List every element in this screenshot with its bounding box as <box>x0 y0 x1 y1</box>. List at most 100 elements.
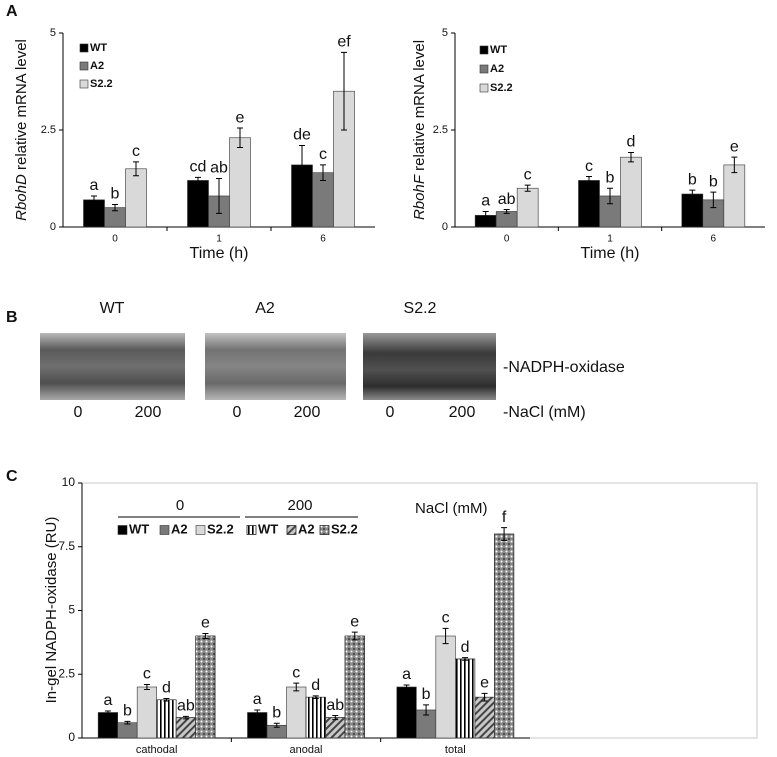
significance-letter: cd <box>190 159 207 176</box>
x-axis-label: Time (h) <box>581 245 640 262</box>
legend-label: WT <box>490 44 507 56</box>
significance-letter: ab <box>177 698 195 715</box>
bar-pattern <box>344 635 365 739</box>
bar <box>125 168 147 228</box>
bar-pattern <box>325 717 346 739</box>
error-bar <box>524 184 531 192</box>
error-bar <box>503 209 510 214</box>
error-bar <box>133 161 139 177</box>
significance-letter: b <box>688 171 697 188</box>
significance-letter: e <box>201 615 210 632</box>
blot-lane-image <box>363 333 496 400</box>
y-tick-label: 10 <box>62 475 76 489</box>
significance-letter: e <box>350 613 359 630</box>
y-tick-label: 5 <box>442 27 448 39</box>
error-bar <box>143 683 150 691</box>
significance-letter: c <box>585 158 593 175</box>
significance-letter: ef <box>337 34 351 51</box>
bar-pattern <box>175 717 196 739</box>
x-tick-label: anodal <box>289 744 322 756</box>
y-tick-label: 5 <box>50 27 56 39</box>
error-bar <box>182 715 189 720</box>
bar <box>97 712 118 739</box>
y-axis-label-gene: RbohD <box>13 174 30 221</box>
legend-swatch <box>479 45 489 55</box>
bar <box>117 722 138 739</box>
error-bar <box>202 632 209 640</box>
error-bar <box>731 156 738 174</box>
y-tick-label: 2.5 <box>58 666 75 680</box>
significance-letter: d <box>162 680 171 697</box>
legend-label: WT <box>129 521 149 536</box>
legend-swatch <box>159 525 170 535</box>
error-bar <box>482 210 489 220</box>
bar <box>516 187 539 228</box>
legend-swatch <box>79 61 89 71</box>
bar-pattern <box>494 533 515 739</box>
legend-label: S2.2 <box>90 78 113 90</box>
y-tick-label: 0 <box>442 221 448 233</box>
bar <box>723 164 746 228</box>
y-axis-label: In-gel NADPH-oxidase (RU) <box>43 517 60 704</box>
y-tick-label: 0 <box>68 730 75 744</box>
legend-swatch-pattern <box>319 525 330 535</box>
error-bar <box>216 178 222 214</box>
error-bar <box>163 697 170 702</box>
error-bar <box>481 692 488 702</box>
significance-letter: d <box>461 639 470 656</box>
legend-label: WT <box>90 42 107 54</box>
y-tick-label: 2.5 <box>41 124 56 136</box>
legend-label: A2 <box>490 63 504 75</box>
error-bar <box>293 682 300 692</box>
bar <box>435 635 456 739</box>
blot-lane-label: S2.2 <box>404 300 437 317</box>
error-bar <box>462 657 469 661</box>
error-bar <box>607 187 613 205</box>
blot-lane-label: WT <box>100 300 125 317</box>
x-tick-label: cathodal <box>136 744 178 756</box>
significance-letter: a <box>103 692 112 709</box>
blot-nacl-label: 0 <box>233 404 242 421</box>
significance-letter: b <box>272 704 281 721</box>
significance-letter: ab <box>326 697 344 714</box>
error-bar <box>104 710 111 715</box>
error-bar <box>423 704 430 716</box>
bar <box>681 193 704 228</box>
error-bar <box>332 715 339 721</box>
x-axis-label: Time (h) <box>190 245 249 262</box>
y-tick-label: 2.5 <box>433 124 448 136</box>
panel-label: B <box>6 309 18 326</box>
error-bar <box>351 631 358 641</box>
error-bar <box>341 51 347 131</box>
bar <box>136 686 157 739</box>
y-tick-label: 0 <box>50 221 56 233</box>
significance-letter: b <box>123 703 132 720</box>
legend-swatch <box>117 525 128 535</box>
y-tick-label: 7.5 <box>58 539 75 553</box>
x-tick-label: total <box>445 744 466 756</box>
legend-group-label: 200 <box>287 497 312 514</box>
legend-swatch <box>79 43 89 53</box>
error-bar <box>501 527 508 541</box>
y-axis-label-text: relative mRNA level <box>13 39 30 174</box>
error-bar <box>312 695 319 699</box>
error-bar <box>112 203 118 212</box>
legend-label: S2.2 <box>207 521 234 536</box>
significance-letter: c <box>319 146 327 163</box>
bar-pattern <box>455 658 476 739</box>
legend-swatch <box>195 525 206 535</box>
error-bar <box>710 191 717 209</box>
significance-letter: c <box>292 664 300 681</box>
error-bar <box>628 152 634 163</box>
blot-band-label: -NADPH-oxidase <box>503 359 625 376</box>
bar <box>620 156 642 228</box>
error-bar <box>586 176 592 185</box>
significance-letter: a <box>402 666 411 683</box>
legend-swatch <box>79 79 89 89</box>
significance-letter: b <box>422 686 431 703</box>
bar-pattern <box>305 696 326 739</box>
error-bar <box>254 709 261 716</box>
legend-group-label: 0 <box>176 497 184 514</box>
significance-letter: c <box>143 666 151 683</box>
